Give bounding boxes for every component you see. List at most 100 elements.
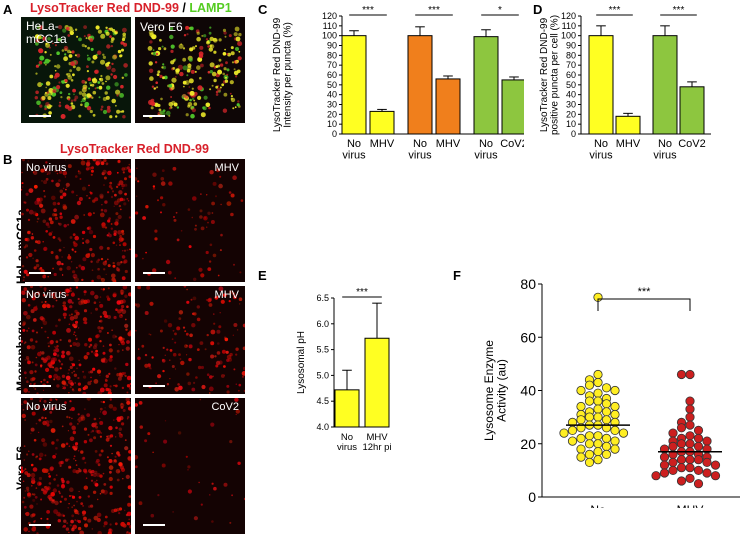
red-puncta: [93, 301, 97, 304]
puncta: [105, 26, 108, 29]
red-puncta: [36, 503, 38, 505]
red-puncta: [128, 175, 131, 179]
red-puncta: [47, 225, 51, 229]
data-point: [610, 436, 620, 446]
red-puncta: [73, 242, 78, 247]
red-puncta: [43, 357, 49, 362]
red-puncta: [67, 255, 72, 260]
red-puncta: [68, 465, 72, 469]
red-puncta: [53, 478, 56, 481]
red-puncta: [152, 268, 157, 273]
red-puncta: [82, 456, 86, 460]
red-puncta: [242, 346, 245, 351]
red-puncta: [77, 512, 80, 515]
red-puncta: [66, 293, 69, 296]
red-puncta: [43, 195, 46, 198]
red-puncta: [196, 305, 200, 309]
puncta: [106, 105, 111, 110]
red-puncta: [73, 455, 76, 458]
panel-d-letter: D: [533, 2, 543, 17]
red-puncta: [33, 306, 38, 311]
panel-b-image-vero-novirus: No virus: [21, 398, 131, 534]
red-puncta: [122, 242, 127, 247]
y-tick-label: 4.0: [316, 422, 329, 432]
red-puncta: [37, 431, 40, 434]
red-puncta: [105, 374, 110, 378]
red-puncta: [68, 379, 73, 385]
puncta: [58, 25, 63, 30]
red-puncta: [106, 246, 110, 250]
red-puncta: [109, 355, 113, 359]
red-puncta: [55, 324, 58, 328]
puncta: [175, 68, 180, 73]
puncta: [34, 96, 38, 100]
red-puncta: [102, 289, 104, 292]
red-puncta: [99, 417, 101, 419]
red-puncta: [70, 292, 75, 297]
red-puncta: [103, 525, 106, 528]
y-tick-label: 100: [561, 31, 576, 41]
puncta: [236, 69, 241, 74]
red-puncta: [171, 338, 174, 340]
red-puncta: [61, 425, 64, 428]
red-puncta: [55, 182, 60, 188]
red-puncta: [128, 168, 131, 173]
red-puncta: [121, 187, 124, 190]
red-puncta: [32, 292, 37, 297]
puncta: [54, 65, 57, 68]
puncta: [56, 51, 60, 55]
red-puncta: [69, 487, 74, 492]
red-puncta: [129, 330, 131, 334]
red-puncta: [148, 333, 151, 335]
red-puncta: [164, 354, 166, 356]
red-puncta: [42, 293, 46, 297]
red-puncta: [164, 420, 167, 422]
red-puncta: [122, 171, 125, 174]
red-puncta: [93, 515, 99, 521]
puncta: [111, 67, 116, 73]
puncta: [54, 44, 58, 47]
puncta: [92, 54, 98, 60]
puncta: [58, 37, 62, 42]
data-point: [601, 433, 612, 443]
y-tick-label: 0: [332, 129, 337, 139]
red-puncta: [152, 187, 156, 190]
puncta: [115, 89, 121, 95]
puncta: [121, 48, 124, 52]
red-puncta: [32, 498, 36, 502]
red-puncta: [83, 214, 86, 216]
red-puncta: [188, 245, 192, 249]
red-puncta: [23, 459, 26, 461]
red-puncta: [32, 171, 35, 173]
red-puncta: [124, 446, 129, 451]
y-tick-label: 40: [520, 383, 536, 399]
red-puncta: [74, 250, 77, 253]
red-puncta: [211, 482, 214, 485]
puncta: [44, 58, 50, 64]
red-puncta: [118, 190, 123, 195]
red-puncta: [90, 473, 94, 477]
image-label-left: No virus: [26, 401, 67, 413]
y-tick-label: 120: [561, 11, 576, 21]
red-puncta: [38, 452, 44, 458]
red-puncta: [98, 453, 102, 457]
red-puncta: [69, 305, 73, 309]
puncta: [168, 107, 172, 110]
red-puncta: [28, 188, 34, 193]
red-puncta: [47, 469, 50, 471]
red-puncta: [173, 218, 177, 222]
red-puncta: [206, 373, 210, 376]
red-puncta: [36, 331, 38, 334]
red-puncta: [62, 205, 68, 210]
red-puncta: [226, 390, 230, 394]
red-puncta: [157, 374, 162, 379]
red-puncta: [49, 220, 54, 225]
red-puncta: [96, 458, 100, 463]
puncta: [62, 28, 67, 33]
red-puncta: [103, 357, 106, 360]
puncta: [151, 85, 155, 88]
red-puncta: [150, 367, 152, 370]
puncta: [161, 45, 164, 48]
puncta: [215, 65, 219, 68]
puncta: [193, 102, 198, 106]
